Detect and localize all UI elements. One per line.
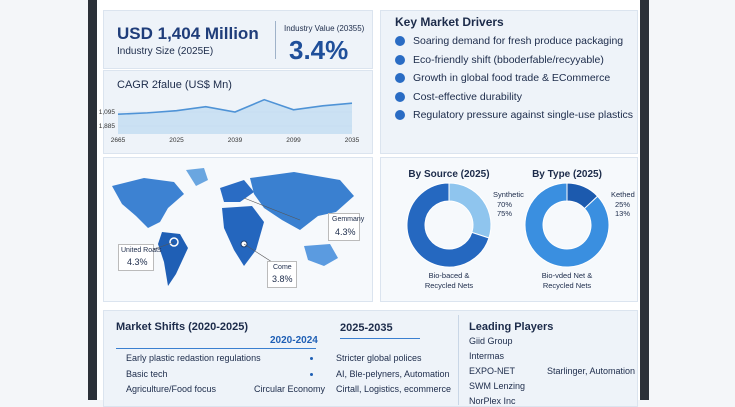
- segment-label: Kethed: [611, 190, 635, 199]
- size-label: Industry Size (2025E): [117, 46, 214, 57]
- shift-old: Agriculture/Food focus: [126, 384, 217, 394]
- donut-segment: [448, 182, 492, 239]
- segment-annotation: 75%: [497, 209, 512, 218]
- map-label-name: Come: [273, 264, 292, 271]
- map-label: Come 3.8%: [267, 261, 297, 288]
- rule: [340, 338, 420, 339]
- driver-icon: [395, 91, 405, 102]
- driver-icon: [395, 110, 405, 120]
- shift-new: AI, Ble-pelyners, Automation: [336, 368, 450, 379]
- segment-label: Synthetic: [493, 190, 524, 199]
- col-header: 2020-2024: [270, 335, 318, 346]
- chart-title: CAGR 2falue (US$ Mn): [117, 79, 232, 91]
- y-tick-label: 1,095: [99, 109, 116, 116]
- drivers-panel: Key Market Drivers Soaring demand for fr…: [380, 10, 638, 154]
- segment-annotation: 70%: [497, 200, 512, 209]
- x-tick-label: 2099: [286, 137, 301, 144]
- driver-text: Soaring demand for fresh produce packagi…: [413, 35, 624, 47]
- value: 3.4%: [289, 35, 349, 65]
- drivers-title: Key Market Drivers: [395, 15, 504, 29]
- shift-old: Basic tech: [126, 368, 168, 379]
- player: Giid Group: [469, 336, 513, 346]
- rule: [116, 348, 316, 349]
- divider: [458, 315, 459, 405]
- map-label-value: 4.3%: [335, 227, 356, 237]
- driver-icon: [395, 73, 405, 83]
- driver-icon: [395, 54, 405, 65]
- segment-label: Bio-baced & Recycled Nets: [425, 271, 474, 290]
- bullet: [310, 357, 313, 360]
- donut-segment: [406, 182, 490, 268]
- map-label-name: United Roats: [121, 247, 162, 254]
- line: [117, 98, 353, 115]
- donut-title: By Type (2025): [532, 169, 602, 180]
- frame-left: [88, 0, 97, 400]
- col-header: 2025-2035: [340, 322, 393, 334]
- bullet: [310, 372, 313, 376]
- map-label: Gemmany 4.3%: [328, 213, 364, 241]
- driver-icon: [395, 36, 405, 46]
- player: EXPO-NET: [469, 366, 516, 376]
- shifts-title: Market Shifts (2020-2025): [116, 321, 249, 333]
- player: SWM Lenzing: [469, 381, 526, 391]
- y-tick-label: 1,885: [99, 123, 116, 130]
- segment-label: Bio-vded Net & Recycled Nets: [542, 271, 592, 290]
- players-note: Starlinger, Automation: [547, 366, 636, 376]
- driver-text: Regulatory pressure against single-use p…: [413, 109, 634, 121]
- segment-annotation: 25%: [615, 200, 630, 209]
- shift-new: Stricter global polices: [336, 353, 422, 363]
- driver-text: Eco-friendly shift (bboderfable/recyyabl…: [413, 53, 604, 66]
- driver-text: Cost-effective durability: [413, 90, 522, 103]
- continents: [112, 168, 354, 286]
- world-map: [112, 168, 354, 286]
- map-label-name: Gemmany: [332, 216, 365, 223]
- divider: [275, 21, 276, 59]
- shift-mid: Circular Economy: [254, 384, 326, 394]
- shifts-panel: Market Shifts (2020-2025) 2020-2024 2025…: [103, 310, 638, 407]
- area: [118, 99, 352, 134]
- size-value: USD 1,404 Million: [117, 24, 259, 43]
- x-tick-label: 2035: [345, 137, 360, 144]
- driver-text: Growth in global food trade & ECommerce: [413, 72, 611, 84]
- summary-panel: USD 1,404 Million Industry Size (2025E) …: [103, 10, 373, 69]
- donut-title: By Source (2025): [408, 169, 489, 180]
- player: Intermas: [469, 351, 505, 361]
- value-label: Industry Value (20355): [284, 24, 365, 33]
- donut-segment: [524, 182, 610, 268]
- players-title: Leading Players: [469, 321, 554, 333]
- x-tick-label: 2025: [169, 137, 184, 144]
- map-label-value: 4.3%: [127, 257, 148, 267]
- shift-new: Cirtall, Logistics, ecommerce: [336, 384, 452, 394]
- map-label: United Roats 4.3%: [118, 244, 161, 271]
- player: NorPlex Inc: [469, 396, 516, 406]
- frame-right: [640, 0, 649, 400]
- map-label-value: 3.8%: [272, 274, 293, 284]
- shift-old: Early plastic redastion regulations: [126, 353, 261, 363]
- x-tick-label: 2665: [111, 137, 126, 144]
- segment-annotation: 13%: [615, 209, 630, 218]
- x-tick-label: 2039: [228, 137, 243, 144]
